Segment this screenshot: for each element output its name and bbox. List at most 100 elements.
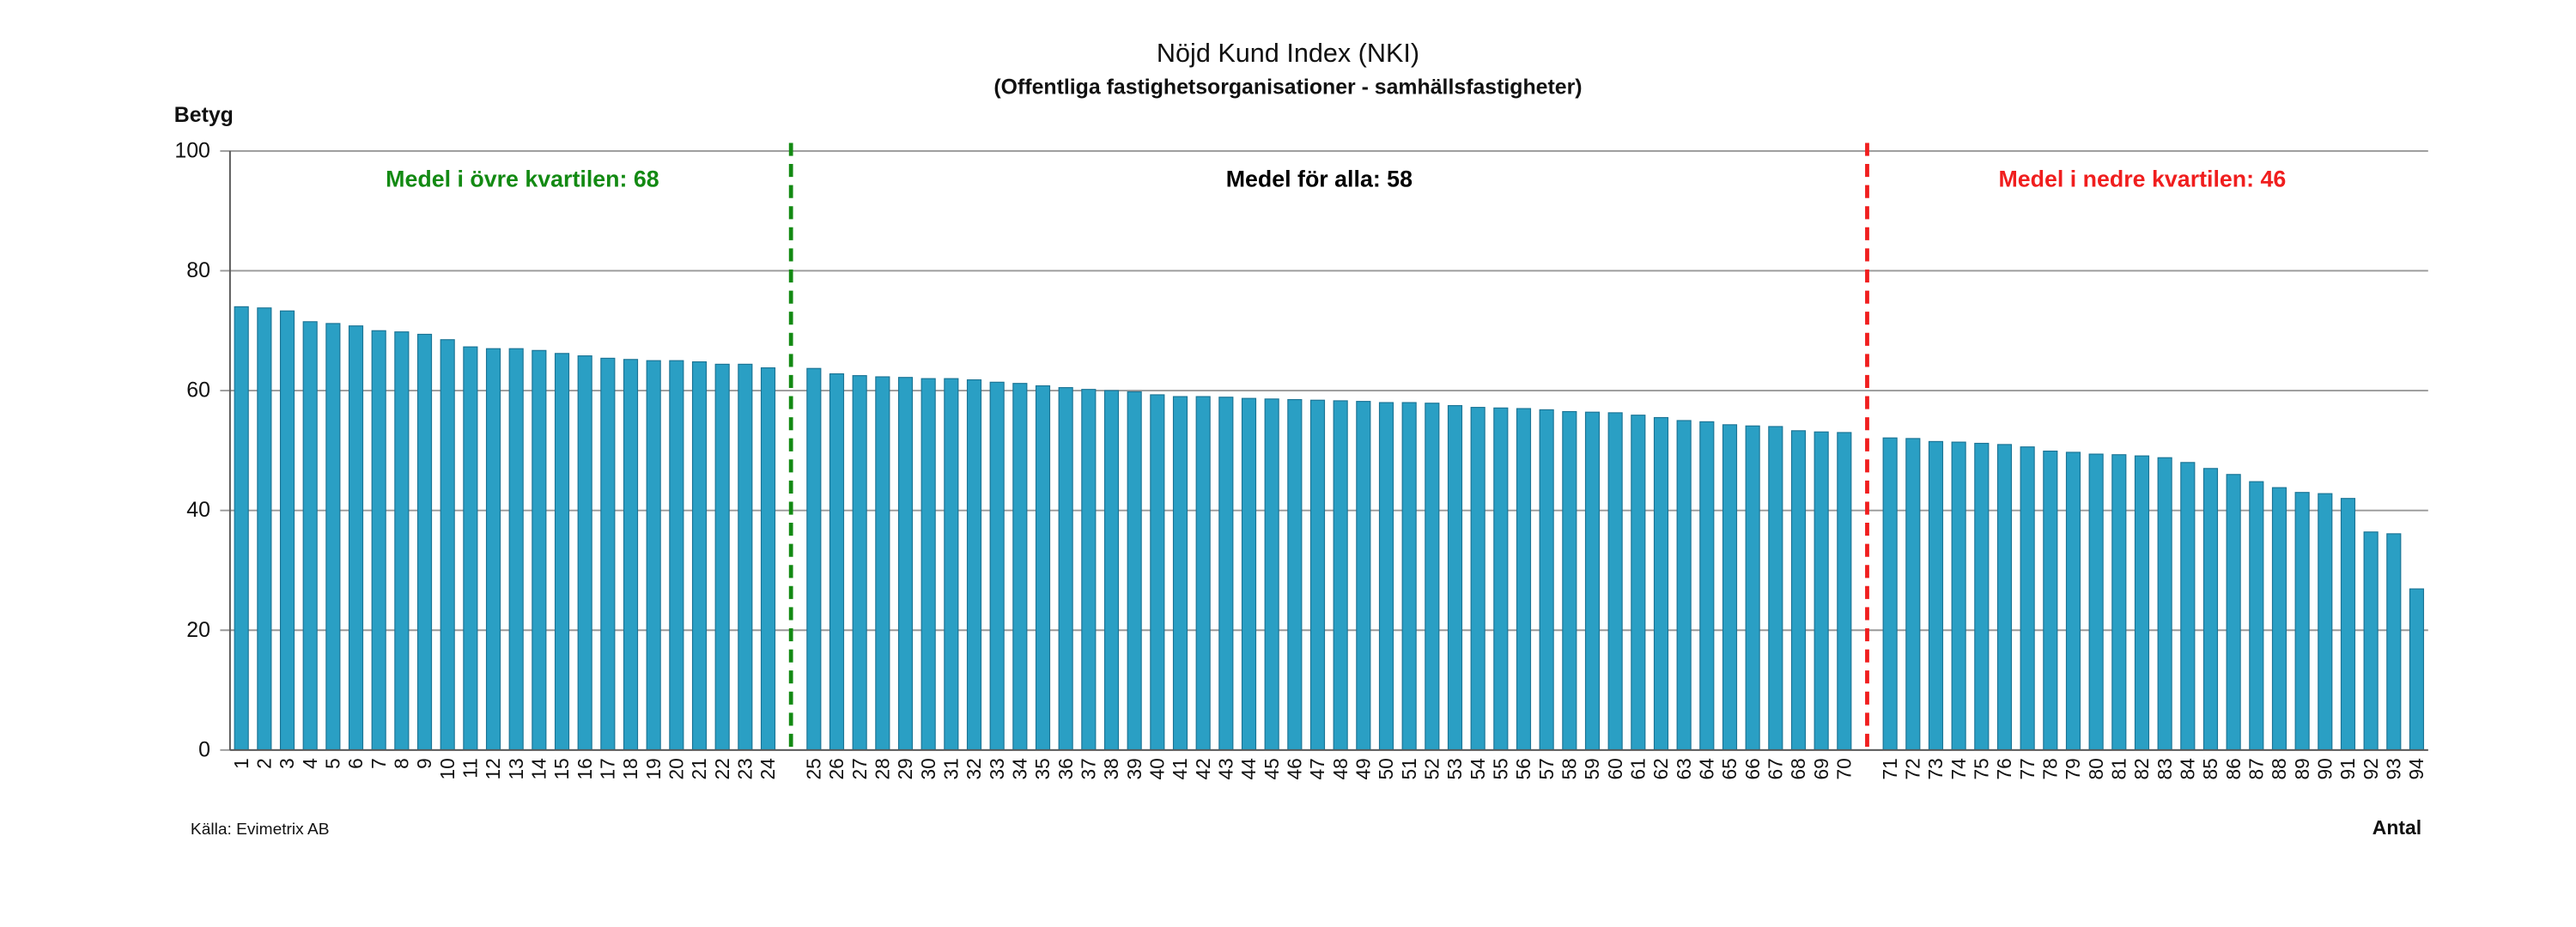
bar xyxy=(623,359,639,751)
x-tick-label: 84 xyxy=(2176,758,2198,780)
x-tick-label: 60 xyxy=(1604,758,1626,779)
x-tick-label: 57 xyxy=(1535,758,1558,779)
bar xyxy=(2111,454,2127,751)
x-tick-label: 72 xyxy=(1901,758,1923,779)
bar xyxy=(1378,402,1394,751)
x-tick-label: 36 xyxy=(1054,758,1077,779)
annotation: Medel för alla: 58 xyxy=(1226,167,1413,192)
bar xyxy=(1470,407,1485,751)
bar xyxy=(2363,531,2379,751)
x-tick-label: 77 xyxy=(2016,758,2038,779)
x-tick-label: 58 xyxy=(1558,758,1580,779)
bar xyxy=(394,331,410,751)
bar xyxy=(1012,383,1028,751)
bar xyxy=(371,330,386,751)
bar xyxy=(1516,408,1532,751)
bar xyxy=(577,355,592,751)
x-tick-label: 26 xyxy=(825,758,848,779)
bar xyxy=(2409,588,2425,751)
bar xyxy=(714,363,730,751)
y-axis-label: Betyg xyxy=(174,104,234,127)
bar xyxy=(485,348,501,751)
x-tick-label: 4 xyxy=(299,758,321,769)
x-tick-label: 14 xyxy=(527,758,550,780)
bar xyxy=(852,375,867,751)
x-tick-label: 41 xyxy=(1169,758,1191,779)
x-tick-label: 37 xyxy=(1077,758,1099,779)
bar xyxy=(1172,396,1188,751)
bar xyxy=(532,349,547,751)
bar xyxy=(1905,438,1921,751)
bar xyxy=(508,348,524,751)
bar xyxy=(1356,401,1371,751)
x-tick-label: 21 xyxy=(688,758,710,779)
x-tick-label: 8 xyxy=(390,758,412,769)
x-tick-label: 79 xyxy=(2062,758,2084,779)
bar xyxy=(875,376,890,751)
x-tick-label: 51 xyxy=(1398,758,1420,779)
x-tick-label: 86 xyxy=(2222,758,2245,779)
annotation: Medel i övre kvartilen: 68 xyxy=(386,167,659,192)
x-tick-label: 63 xyxy=(1673,758,1695,779)
x-tick-label: 78 xyxy=(2038,758,2061,779)
bar xyxy=(1974,442,1990,751)
bar xyxy=(2294,492,2310,751)
bar xyxy=(2157,457,2172,751)
x-tick-label: 74 xyxy=(1947,758,1970,780)
bar xyxy=(2020,446,2035,751)
bar xyxy=(829,373,845,751)
x-tick-label: 56 xyxy=(1512,758,1534,779)
x-tick-label: 19 xyxy=(642,758,665,779)
bar xyxy=(1401,402,1417,751)
bar xyxy=(1745,425,1760,751)
bar xyxy=(1195,396,1211,751)
bar xyxy=(1309,399,1326,751)
x-tick-label: 9 xyxy=(413,758,435,769)
x-tick-label: 3 xyxy=(276,758,298,769)
bar xyxy=(646,360,661,751)
x-tick-label: 52 xyxy=(1420,758,1443,779)
bar xyxy=(302,321,318,751)
x-tick-label: 6 xyxy=(344,758,367,769)
x-tick-label: 61 xyxy=(1626,758,1649,779)
bar xyxy=(1264,398,1279,751)
bar xyxy=(1653,416,1669,751)
bar xyxy=(920,378,936,751)
x-tick-label: 5 xyxy=(321,758,343,769)
bar xyxy=(2180,462,2196,751)
x-tick-label: 23 xyxy=(733,758,756,779)
bar xyxy=(1447,404,1463,751)
x-tick-label: 90 xyxy=(2313,758,2336,779)
x-tick-label: 85 xyxy=(2199,758,2221,779)
x-tick-label: 30 xyxy=(917,758,939,779)
x-tick-label: 12 xyxy=(482,758,504,779)
x-tick-label: 81 xyxy=(2107,758,2129,779)
x-tick-label: 54 xyxy=(1467,758,1489,780)
x-tick-label: 13 xyxy=(505,758,527,779)
bar xyxy=(1539,409,1554,751)
x-tick-label: 31 xyxy=(939,758,962,779)
bar xyxy=(1882,437,1898,751)
bar xyxy=(2386,533,2402,751)
x-tick-label: 24 xyxy=(756,758,779,780)
bar xyxy=(1951,441,1966,751)
bar xyxy=(1241,397,1257,751)
y-tick-label: 60 xyxy=(186,379,210,403)
bar xyxy=(1493,407,1509,751)
bar xyxy=(1218,397,1234,751)
bar xyxy=(669,360,684,751)
y-tick-label: 80 xyxy=(186,259,210,282)
bar xyxy=(2271,487,2287,751)
x-tick-label: 27 xyxy=(848,758,871,779)
bar xyxy=(1333,400,1348,751)
bar xyxy=(738,363,753,751)
x-tick-label: 66 xyxy=(1741,758,1764,779)
bar xyxy=(1425,403,1440,751)
x-tick-label: 40 xyxy=(1145,758,1168,779)
x-tick-label: 17 xyxy=(596,758,618,779)
x-tick-label: 46 xyxy=(1283,758,1305,779)
bar xyxy=(325,323,341,751)
bar xyxy=(348,325,364,751)
bar xyxy=(2226,474,2241,751)
